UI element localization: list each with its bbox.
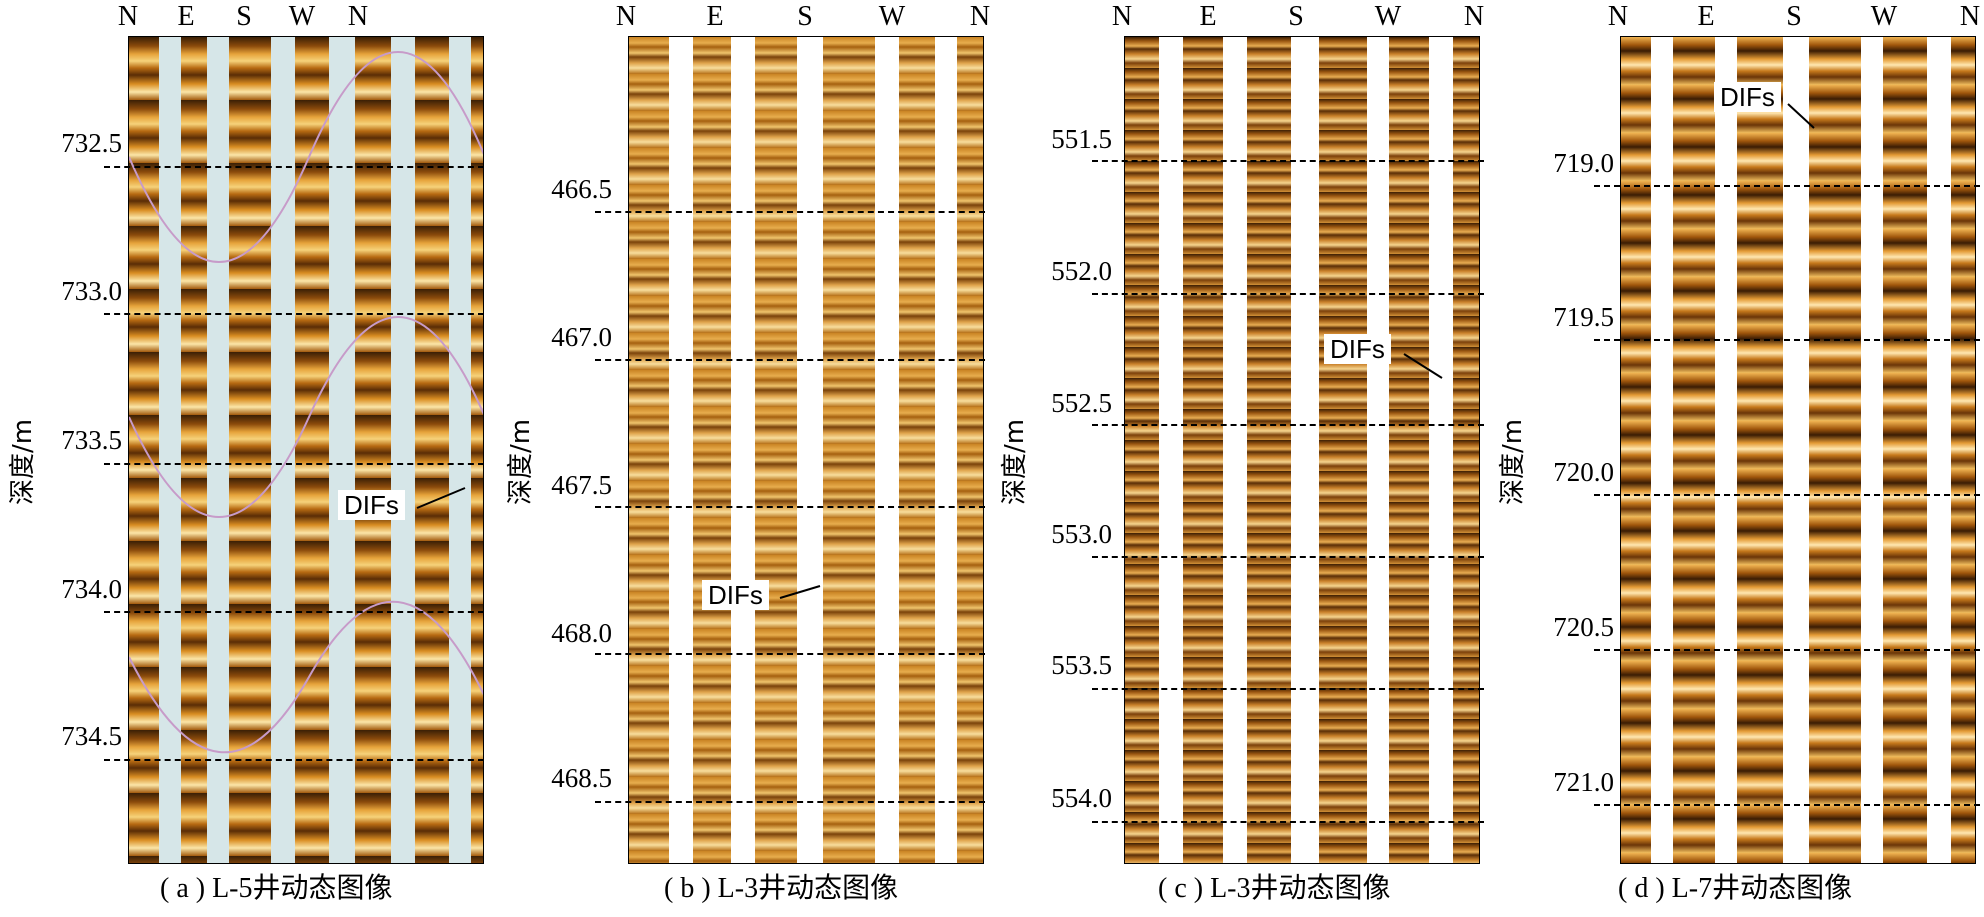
depth-line: [1594, 649, 1980, 651]
depth-line: [1594, 804, 1980, 806]
direction-label: N: [1463, 1, 1485, 32]
y-axis-label: 深度/m: [1000, 418, 1030, 505]
difs-annotation: DIFs: [338, 490, 405, 520]
difs-annotation: DIFs: [702, 580, 769, 610]
depth-line: [1092, 424, 1484, 426]
depth-line: [595, 211, 985, 213]
depth-line: [104, 313, 484, 315]
depth-line: [1092, 160, 1484, 162]
panel-c: N E S W N 深度/m 551.5 552.0 552.5 553.0 5…: [990, 0, 1490, 917]
depth-line: [1594, 185, 1980, 187]
depth-label: 719.5: [1553, 302, 1614, 332]
direction-label: W: [878, 1, 906, 32]
direction-label: S: [1288, 1, 1304, 32]
depth-label: 733.0: [61, 276, 122, 306]
direction-label: E: [1697, 1, 1715, 32]
direction-label: W: [1374, 1, 1402, 32]
direction-label: N: [117, 1, 139, 32]
panel-a: N E S W N 深度/m 732.5 733.0 733.5 734.0 7…: [0, 0, 490, 917]
depth-line: [595, 506, 985, 508]
depth-label: 553.5: [1051, 650, 1112, 680]
panel-caption: ( a ) L-5井动态图像: [160, 873, 393, 904]
direction-label: S: [1786, 1, 1802, 32]
depth-line: [595, 359, 985, 361]
difs-leader-line: [1787, 103, 1815, 129]
depth-label: 721.0: [1553, 767, 1614, 797]
direction-label: E: [706, 1, 724, 32]
depth-line: [104, 611, 484, 613]
direction-label: E: [1199, 1, 1217, 32]
depth-label: 732.5: [61, 128, 122, 158]
depth-label: 551.5: [1051, 124, 1112, 154]
depth-label: 553.0: [1051, 519, 1112, 549]
depth-line: [595, 653, 985, 655]
depth-line: [104, 463, 484, 465]
depth-label: 467.0: [551, 322, 612, 352]
difs-leader-line: [416, 487, 466, 509]
panel-caption: ( c ) L-3井动态图像: [1158, 873, 1391, 904]
panel-d: N E S W N 深度/m 719.0 719.5 720.0 720.5 7…: [1490, 0, 1984, 917]
depth-label: 720.0: [1553, 457, 1614, 487]
depth-line: [1092, 293, 1484, 295]
depth-label: 468.0: [551, 618, 612, 648]
depth-line: [595, 801, 985, 803]
depth-label: 552.0: [1051, 256, 1112, 286]
depth-label: 720.5: [1553, 612, 1614, 642]
direction-label: N: [1607, 1, 1629, 32]
direction-label: N: [615, 1, 637, 32]
depth-label: 467.5: [551, 470, 612, 500]
depth-label: 734.5: [61, 721, 122, 751]
borehole-image: [128, 36, 484, 864]
depth-label: 466.5: [551, 174, 612, 204]
direction-label: N: [1111, 1, 1133, 32]
difs-leader-line: [1403, 353, 1443, 379]
depth-line: [1594, 494, 1980, 496]
difs-annotation: DIFs: [1324, 334, 1391, 364]
depth-line: [1594, 339, 1980, 341]
panel-b: N E S W N 深度/m 466.5 467.0 467.5 468.0 4…: [490, 0, 990, 917]
direction-label: N: [1959, 1, 1981, 32]
depth-label: 734.0: [61, 574, 122, 604]
direction-label: N: [347, 1, 369, 32]
borehole-image: [1124, 36, 1480, 864]
depth-line: [1092, 688, 1484, 690]
depth-line: [1092, 556, 1484, 558]
direction-label: W: [288, 1, 316, 32]
difs-leader-line: [779, 585, 821, 599]
borehole-image: [1620, 36, 1976, 864]
depth-label: 552.5: [1051, 388, 1112, 418]
depth-line: [1092, 821, 1484, 823]
depth-line: [104, 759, 484, 761]
depth-label: 554.0: [1051, 783, 1112, 813]
borehole-image: [628, 36, 984, 864]
panel-caption: ( b ) L-3井动态图像: [664, 873, 899, 904]
direction-label: E: [177, 1, 195, 32]
direction-label: N: [969, 1, 991, 32]
panel-caption: ( d ) L-7井动态图像: [1618, 873, 1853, 904]
depth-label: 719.0: [1553, 148, 1614, 178]
direction-label: S: [236, 1, 252, 32]
direction-label: S: [797, 1, 813, 32]
direction-label: W: [1870, 1, 1898, 32]
depth-label: 468.5: [551, 763, 612, 793]
depth-label: 733.5: [61, 425, 122, 455]
depth-line: [104, 166, 484, 168]
difs-annotation: DIFs: [1714, 82, 1781, 112]
